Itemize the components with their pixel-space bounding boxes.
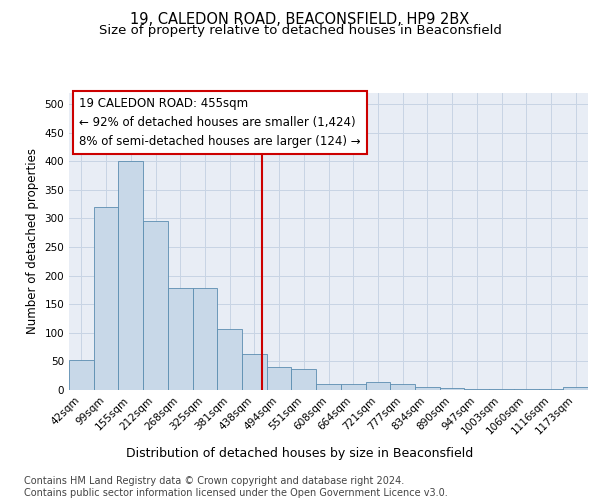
Bar <box>267 367 292 390</box>
Bar <box>242 354 267 390</box>
Y-axis label: Number of detached properties: Number of detached properties <box>26 148 39 334</box>
Bar <box>316 384 341 390</box>
Text: Distribution of detached houses by size in Beaconsfield: Distribution of detached houses by size … <box>127 448 473 460</box>
Bar <box>292 369 316 390</box>
Text: 19, CALEDON ROAD, BEACONSFIELD, HP9 2BX: 19, CALEDON ROAD, BEACONSFIELD, HP9 2BX <box>130 12 470 28</box>
Bar <box>143 221 168 390</box>
Text: Contains public sector information licensed under the Open Government Licence v3: Contains public sector information licen… <box>24 488 448 498</box>
Bar <box>415 386 440 390</box>
Bar <box>94 207 118 390</box>
Bar <box>365 382 390 390</box>
Bar <box>69 360 94 390</box>
Bar <box>118 161 143 390</box>
Bar <box>217 329 242 390</box>
Text: Contains HM Land Registry data © Crown copyright and database right 2024.: Contains HM Land Registry data © Crown c… <box>24 476 404 486</box>
Bar <box>193 288 217 390</box>
Bar <box>390 384 415 390</box>
Bar <box>563 387 588 390</box>
Bar <box>341 384 365 390</box>
Bar <box>440 388 464 390</box>
Text: Size of property relative to detached houses in Beaconsfield: Size of property relative to detached ho… <box>98 24 502 37</box>
Text: 19 CALEDON ROAD: 455sqm
← 92% of detached houses are smaller (1,424)
8% of semi-: 19 CALEDON ROAD: 455sqm ← 92% of detache… <box>79 97 361 148</box>
Bar <box>168 288 193 390</box>
